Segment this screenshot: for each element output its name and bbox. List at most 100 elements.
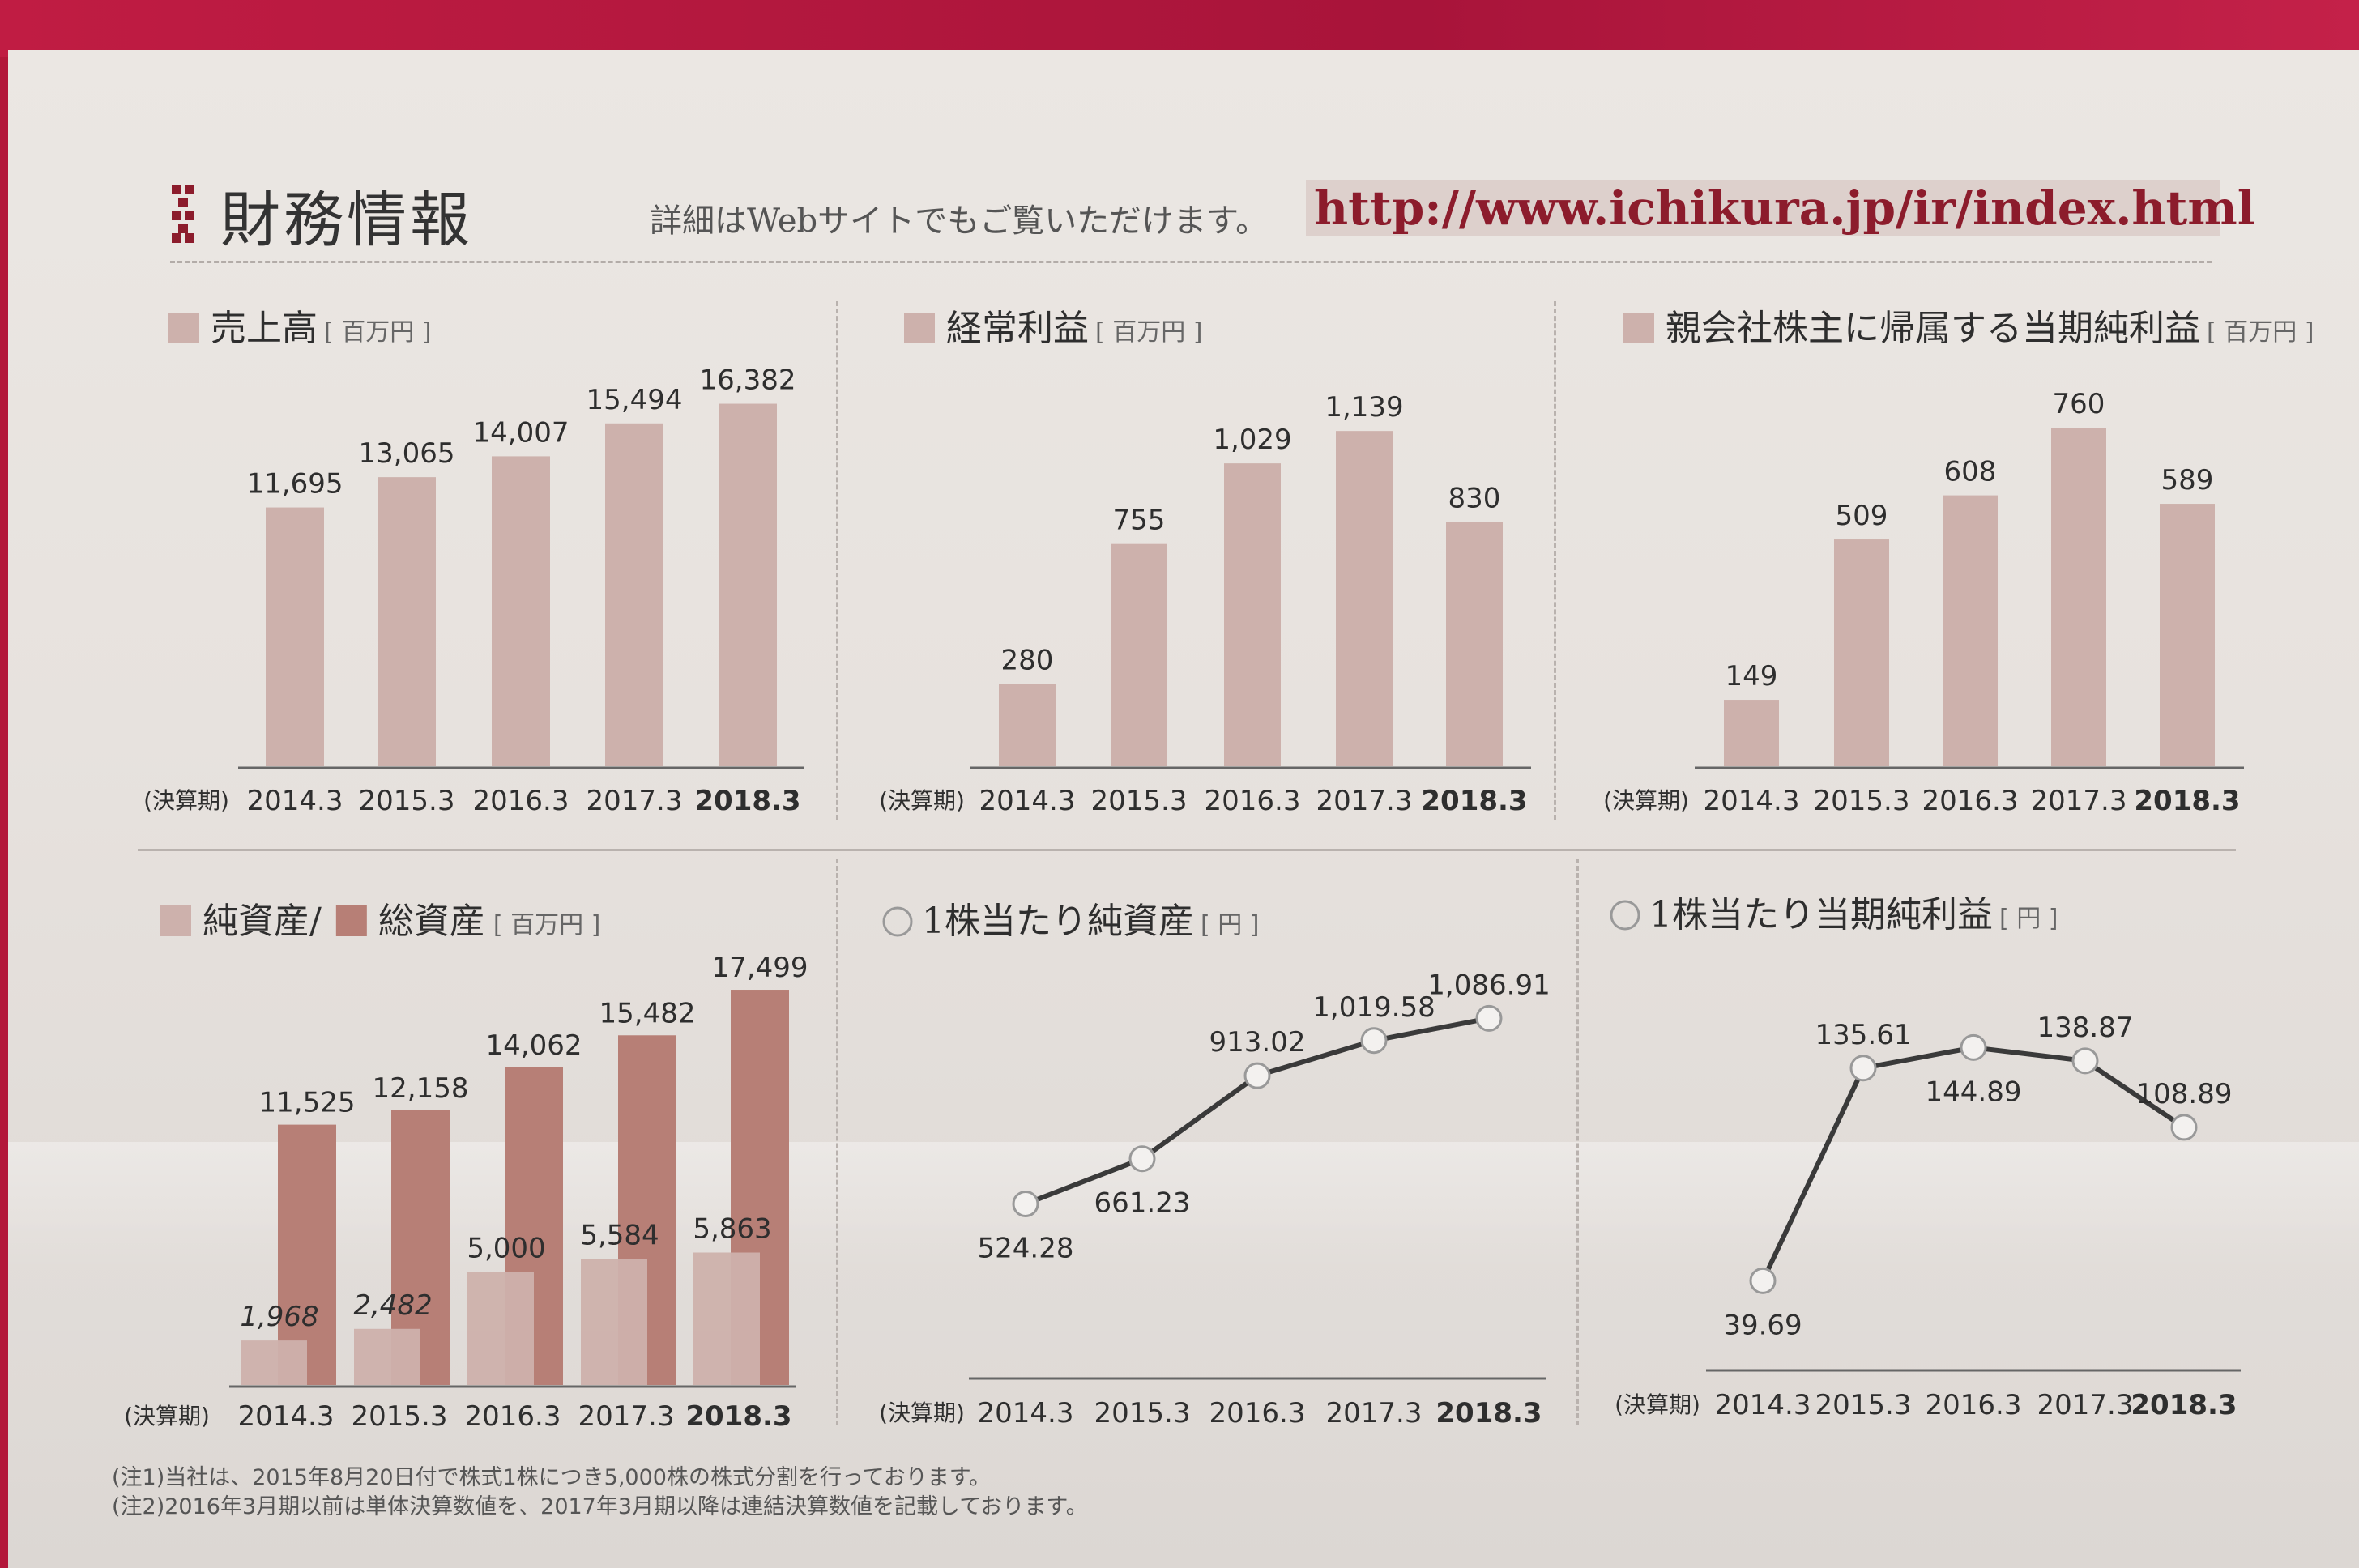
column-divider xyxy=(1554,301,1556,820)
chart-unit: [ 円 ] xyxy=(1999,905,2058,933)
x-tick-label: 2016.3 xyxy=(1209,1397,1306,1430)
bar-value-label: 11,695 xyxy=(247,468,343,501)
bar-value-label: 5,584 xyxy=(580,1219,659,1251)
x-tick-label: 2015.3 xyxy=(1814,785,1910,817)
header-divider xyxy=(170,261,2212,263)
x-axis-label: (決算期) xyxy=(1603,787,1689,814)
website-link[interactable]: http://www.ichikura.jp/ir/index.html xyxy=(1306,180,2255,236)
bar xyxy=(1943,495,1998,766)
bar-value-label: 589 xyxy=(2161,464,2214,496)
bar-value-label: 17,499 xyxy=(712,952,808,984)
x-axis-label: (決算期) xyxy=(124,1403,210,1430)
footnote-1: (注1)当社は、2015年8月20日付で株式1株につき5,000株の株式分割を行… xyxy=(112,1465,992,1490)
chart-title: 売上高 xyxy=(211,308,318,349)
point-value-label: 39.69 xyxy=(1723,1309,1802,1341)
bar-value-label: 5,863 xyxy=(693,1213,771,1246)
bar-value-label: 13,065 xyxy=(359,437,455,470)
bar-value-label: 509 xyxy=(1836,500,1888,532)
x-tick-label: 2017.3 xyxy=(2037,1389,2134,1421)
x-tick-label: 2017.3 xyxy=(1316,785,1413,817)
chart-unit: [ 百万円 ] xyxy=(493,911,600,940)
x-tick-label: 2014.3 xyxy=(238,1400,335,1433)
data-point xyxy=(1749,1267,1777,1294)
page-title: 財務情報 xyxy=(220,185,473,255)
bar-net-assets xyxy=(693,1252,760,1385)
x-tick-label: 2016.3 xyxy=(465,1400,561,1433)
bar-value-label: 280 xyxy=(1001,644,1054,676)
chart-title: 経常利益 xyxy=(946,308,1089,349)
bar xyxy=(719,403,777,766)
x-tick-label: 2018.3 xyxy=(694,785,800,817)
x-tick-label: 2014.3 xyxy=(247,785,343,817)
bar xyxy=(266,507,324,766)
chart-unit: [ 円 ] xyxy=(1201,911,1259,940)
chart-title-part: 純資産/ xyxy=(203,901,322,942)
bar-net-assets xyxy=(354,1328,420,1385)
bar xyxy=(1446,522,1503,766)
column-divider xyxy=(1576,859,1579,1425)
x-tick-label: 2016.3 xyxy=(1926,1389,2022,1421)
bar xyxy=(2051,428,2106,766)
point-value-label: 108.89 xyxy=(2136,1078,2233,1110)
x-axis-label: (決算期) xyxy=(879,787,965,814)
legend-circle-icon xyxy=(1610,900,1640,931)
chart-unit: [ 百万円 ] xyxy=(2207,318,2314,347)
bar-value-label: 12,158 xyxy=(373,1072,469,1105)
section-mark-icon xyxy=(172,185,199,243)
bar xyxy=(1336,431,1393,766)
x-tick-label: 2017.3 xyxy=(587,785,683,817)
bar xyxy=(1724,700,1779,766)
x-tick-label: 2017.3 xyxy=(578,1400,675,1433)
x-tick-label: 2018.3 xyxy=(2131,1389,2237,1421)
point-value-label: 913.02 xyxy=(1209,1026,1306,1059)
bar-net-assets xyxy=(467,1272,534,1385)
bar-value-label: 14,007 xyxy=(473,416,569,449)
chart-unit: [ 百万円 ] xyxy=(324,318,431,347)
legend-swatch xyxy=(1623,313,1654,343)
chart-title-part: 総資産 xyxy=(378,901,485,942)
background-band xyxy=(0,0,2359,57)
point-value-label: 661.23 xyxy=(1094,1187,1191,1220)
x-axis-label: (決算期) xyxy=(879,1400,965,1426)
column-divider xyxy=(836,301,838,820)
point-value-label: 135.61 xyxy=(1815,1019,1912,1051)
bar xyxy=(605,423,663,766)
bar-value-label: 16,382 xyxy=(700,364,796,397)
bar xyxy=(999,684,1056,766)
legend-circle-icon xyxy=(882,906,913,937)
bar-value-label: 1,968 xyxy=(240,1301,318,1333)
data-point xyxy=(2170,1114,2198,1141)
bar xyxy=(492,456,550,766)
data-point xyxy=(1128,1145,1156,1173)
bar-value-label: 15,494 xyxy=(587,384,683,416)
x-tick-label: 2017.3 xyxy=(1326,1397,1423,1430)
x-tick-label: 2016.3 xyxy=(1205,785,1301,817)
legend-swatch xyxy=(335,905,367,936)
x-tick-label: 2018.3 xyxy=(2134,785,2240,817)
data-point xyxy=(1012,1190,1039,1217)
bar-value-label: 830 xyxy=(1448,482,1501,514)
point-value-label: 1,086.91 xyxy=(1427,969,1550,1001)
bar-value-label: 760 xyxy=(2053,388,2105,420)
bar xyxy=(2160,504,2215,766)
x-axis-label: (決算期) xyxy=(143,787,229,814)
legend-swatch xyxy=(160,905,191,936)
data-point xyxy=(1960,1033,1987,1061)
bar-value-label: 5,000 xyxy=(467,1233,545,1265)
x-tick-label: 2015.3 xyxy=(359,785,455,817)
data-point xyxy=(1475,1004,1503,1032)
chart-title: 1株当たり純資産 xyxy=(922,901,1194,942)
bar-value-label: 1,029 xyxy=(1213,424,1291,456)
x-tick-label: 2016.3 xyxy=(473,785,569,817)
x-tick-label: 2014.3 xyxy=(1715,1389,1811,1421)
bar xyxy=(378,477,436,766)
legend-swatch xyxy=(168,313,199,343)
x-tick-label: 2015.3 xyxy=(1815,1389,1912,1421)
x-tick-label: 2018.3 xyxy=(1421,785,1527,817)
x-tick-label: 2014.3 xyxy=(978,1397,1074,1430)
bar xyxy=(1111,543,1167,766)
bar-value-label: 2,482 xyxy=(353,1289,432,1322)
x-tick-label: 2015.3 xyxy=(352,1400,448,1433)
x-tick-label: 2015.3 xyxy=(1091,785,1188,817)
